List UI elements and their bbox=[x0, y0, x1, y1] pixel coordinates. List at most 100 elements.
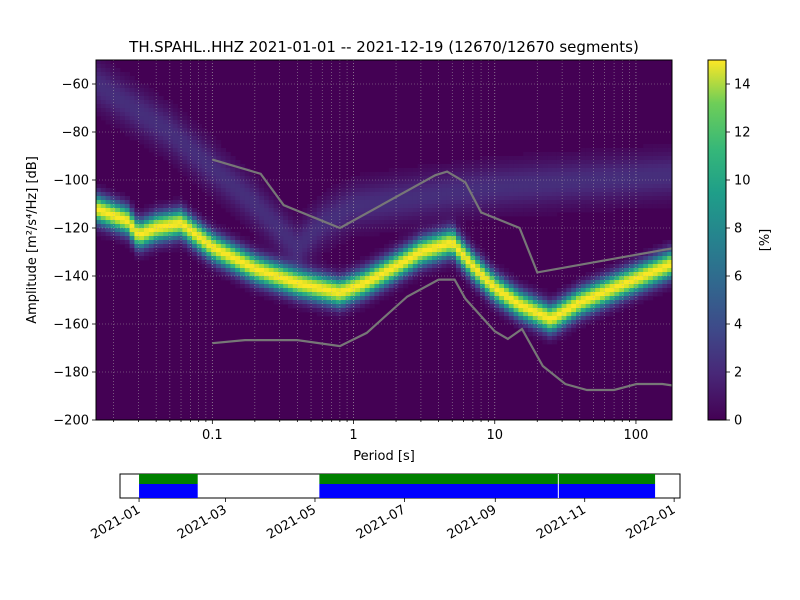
density-cell bbox=[321, 300, 327, 305]
density-cell bbox=[321, 248, 327, 253]
density-cell bbox=[571, 304, 577, 309]
density-cell bbox=[532, 152, 538, 157]
density-cell bbox=[216, 172, 222, 177]
density-cell bbox=[504, 164, 510, 169]
density-cell bbox=[537, 308, 543, 313]
density-cell bbox=[518, 172, 524, 177]
density-cell bbox=[100, 204, 106, 209]
density-cell bbox=[446, 204, 452, 209]
density-cell bbox=[480, 268, 486, 273]
density-cell bbox=[590, 172, 596, 177]
density-cell bbox=[652, 280, 658, 285]
density-cell bbox=[96, 228, 102, 233]
density-cell bbox=[552, 296, 558, 301]
density-cell bbox=[206, 256, 212, 261]
density-cell bbox=[384, 276, 390, 281]
density-cell bbox=[561, 180, 567, 185]
density-cell bbox=[499, 184, 505, 189]
density-cell bbox=[432, 244, 438, 249]
density-cell bbox=[436, 200, 442, 205]
density-cell bbox=[628, 304, 634, 309]
density-cell bbox=[590, 148, 596, 153]
density-cell bbox=[211, 164, 217, 169]
density-cell bbox=[561, 176, 567, 181]
density-cell bbox=[446, 264, 452, 269]
density-cell bbox=[667, 172, 672, 177]
density-cell bbox=[456, 252, 462, 257]
density-cell bbox=[326, 232, 332, 237]
density-cell bbox=[283, 228, 289, 233]
density-cell bbox=[604, 188, 610, 193]
density-cell bbox=[412, 204, 418, 209]
density-cell bbox=[576, 320, 582, 325]
density-cell bbox=[393, 228, 399, 233]
density-cell bbox=[235, 172, 241, 177]
density-cell bbox=[360, 184, 366, 189]
density-cell bbox=[283, 296, 289, 301]
density-cell bbox=[244, 264, 250, 269]
density-cell bbox=[196, 168, 202, 173]
density-cell bbox=[225, 196, 231, 201]
density-cell bbox=[595, 204, 601, 209]
density-cell bbox=[614, 156, 620, 161]
density-cell bbox=[225, 236, 231, 241]
density-cell bbox=[388, 280, 394, 285]
density-cell bbox=[532, 284, 538, 289]
density-cell bbox=[259, 188, 265, 193]
density-cell bbox=[225, 188, 231, 193]
density-cell bbox=[542, 192, 548, 197]
density-cell bbox=[393, 276, 399, 281]
density-cell bbox=[201, 128, 207, 133]
density-cell bbox=[297, 308, 303, 313]
density-cell bbox=[652, 176, 658, 181]
density-cell bbox=[379, 172, 385, 177]
density-cell bbox=[206, 228, 212, 233]
density-cell bbox=[441, 236, 447, 241]
density-cell bbox=[456, 164, 462, 169]
density-cell bbox=[268, 256, 274, 261]
density-cell bbox=[182, 124, 188, 129]
density-cell bbox=[292, 228, 298, 233]
density-cell bbox=[412, 216, 418, 221]
density-cell bbox=[417, 176, 423, 181]
density-cell bbox=[412, 236, 418, 241]
density-cell bbox=[542, 160, 548, 165]
density-cell bbox=[288, 224, 294, 229]
density-cell bbox=[398, 188, 404, 193]
density-cell bbox=[110, 84, 116, 89]
density-cell bbox=[350, 292, 356, 297]
density-cell bbox=[259, 264, 265, 269]
density-cell bbox=[446, 192, 452, 197]
density-cell bbox=[427, 180, 433, 185]
density-cell bbox=[384, 220, 390, 225]
density-cell bbox=[537, 204, 543, 209]
density-cell bbox=[652, 252, 658, 257]
density-cell bbox=[278, 264, 284, 269]
density-cell bbox=[470, 168, 476, 173]
density-cell bbox=[494, 288, 500, 293]
colorbar-tick-label: 14 bbox=[734, 78, 751, 93]
density-cell bbox=[628, 284, 634, 289]
density-cell bbox=[115, 200, 121, 205]
density-cell bbox=[638, 264, 644, 269]
density-cell bbox=[561, 324, 567, 329]
density-cell bbox=[436, 216, 442, 221]
density-cell bbox=[388, 288, 394, 293]
density-cell bbox=[268, 296, 274, 301]
density-cell bbox=[264, 224, 270, 229]
density-cell bbox=[326, 276, 332, 281]
density-cell bbox=[321, 240, 327, 245]
density-cell bbox=[360, 208, 366, 213]
density-cell bbox=[240, 280, 246, 285]
y-tick: −60 bbox=[62, 78, 96, 93]
density-cell bbox=[364, 192, 370, 197]
density-cell bbox=[211, 268, 217, 273]
density-cell bbox=[115, 228, 121, 233]
density-cell bbox=[235, 188, 241, 193]
density-cell bbox=[494, 172, 500, 177]
density-cell bbox=[633, 200, 639, 205]
density-cell bbox=[259, 284, 265, 289]
density-cell bbox=[638, 184, 644, 189]
density-cell bbox=[643, 260, 649, 265]
density-cell bbox=[283, 256, 289, 261]
